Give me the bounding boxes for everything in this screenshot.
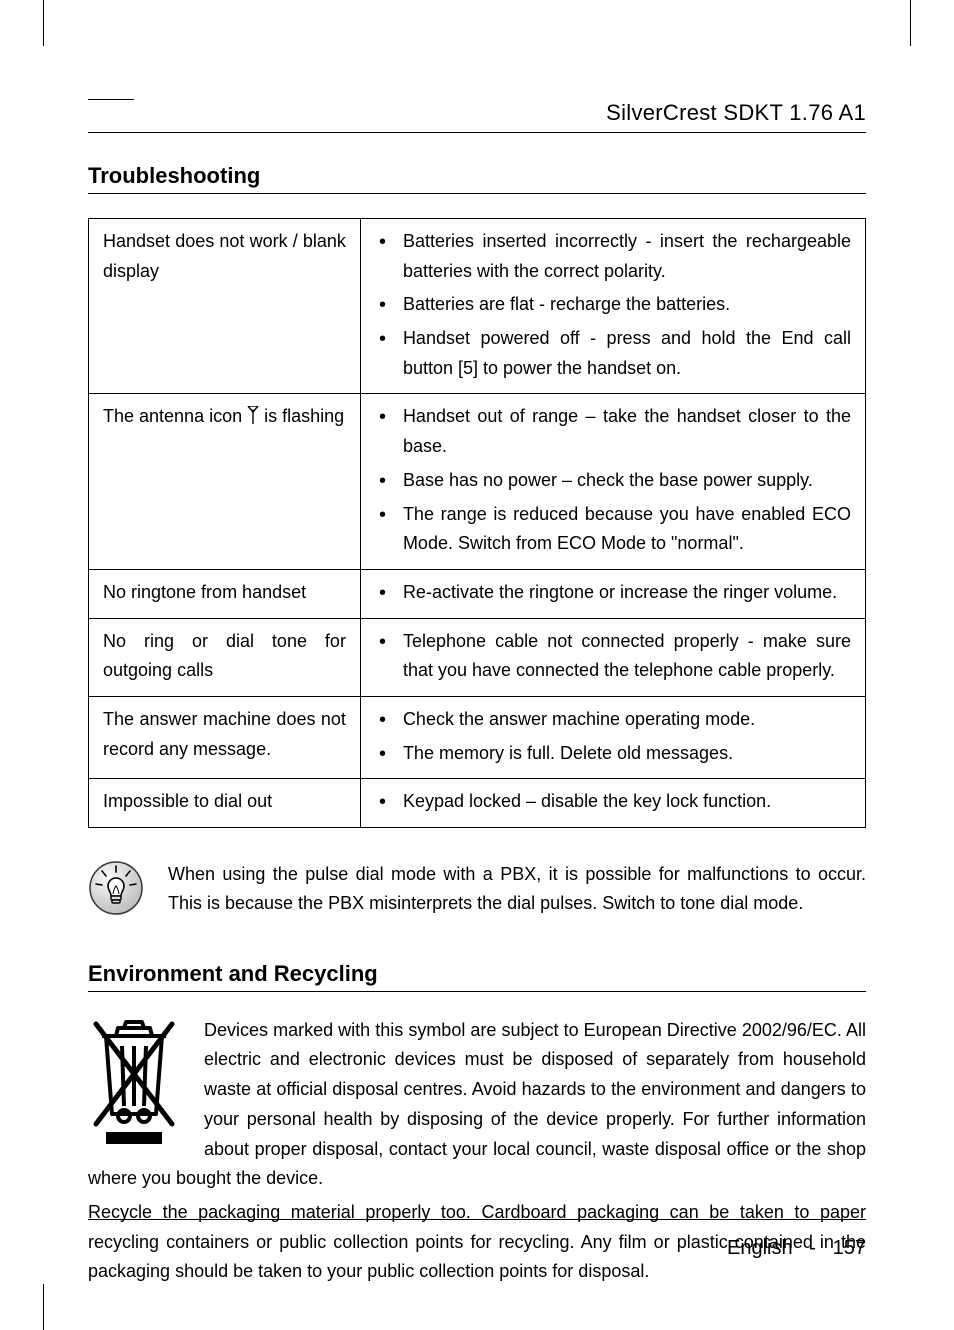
crop-mark (20, 1284, 44, 1330)
solution-item: Telephone cable not connected properly -… (375, 627, 851, 686)
solution-item: The range is reduced because you have en… (375, 500, 851, 559)
solution-list: Re-activate the ringtone or increase the… (375, 578, 851, 608)
table-row: No ringtone from handset Re-activate the … (89, 569, 866, 618)
solution-item: Base has no power – check the base power… (375, 466, 851, 496)
problem-cell: Impossible to dial out (89, 779, 361, 828)
solution-item: The memory is full. Delete old messages. (375, 739, 851, 769)
solution-cell: Re-activate the ringtone or increase the… (360, 569, 865, 618)
problem-cell: No ring or dial tone for outgoing calls (89, 618, 361, 696)
footer-rule (88, 1219, 866, 1220)
troubleshooting-table: Handset does not work / blank displayBat… (88, 218, 866, 828)
table-row: The antenna icon is flashingHandset out … (89, 394, 866, 569)
solution-item: Handset powered off - press and hold the… (375, 324, 851, 383)
solution-item: Keypad locked – disable the key lock fun… (375, 787, 851, 817)
solution-item: Check the answer machine operating mode. (375, 705, 851, 735)
solution-item: Handset out of range – take the handset … (375, 402, 851, 461)
note-block: When using the pulse dial mode with a PB… (88, 860, 866, 925)
table-row: Impossible to dial out Keypad locked – di… (89, 779, 866, 828)
problem-cell: The antenna icon is flashing (89, 394, 361, 569)
solution-cell: Keypad locked – disable the key lock fun… (360, 779, 865, 828)
solution-cell: Handset out of range – take the handset … (360, 394, 865, 569)
solution-cell: Batteries inserted incorrectly - insert … (360, 219, 865, 394)
weee-bin-icon (88, 1016, 180, 1156)
crop-mark (910, 0, 934, 46)
page-footer: English - 157 (727, 1237, 866, 1260)
note-text: When using the pulse dial mode with a PB… (168, 860, 866, 918)
problem-cell: The answer machine does not record any m… (89, 696, 361, 778)
solution-item: Batteries inserted incorrectly - insert … (375, 227, 851, 286)
antenna-icon (247, 406, 259, 426)
crop-mark (20, 0, 44, 46)
problem-text-post: is flashing (259, 406, 344, 426)
solution-list: Telephone cable not connected properly -… (375, 627, 851, 686)
solution-item: Batteries are flat - recharge the batter… (375, 290, 851, 320)
table-row: The answer machine does not record any m… (89, 696, 866, 778)
problem-cell: Handset does not work / blank display (89, 219, 361, 394)
crop-mark (88, 80, 134, 100)
lightbulb-icon (88, 860, 144, 925)
solution-cell: Check the answer machine operating mode.… (360, 696, 865, 778)
manual-page: SilverCrest SDKT 1.76 A1 Troubleshooting… (0, 0, 954, 1330)
footer-page-number: 157 (833, 1237, 866, 1259)
solution-list: Keypad locked – disable the key lock fun… (375, 787, 851, 817)
product-header: SilverCrest SDKT 1.76 A1 (88, 100, 866, 133)
problem-cell: No ringtone from handset (89, 569, 361, 618)
section-title-troubleshooting: Troubleshooting (88, 163, 866, 194)
solution-cell: Telephone cable not connected properly -… (360, 618, 865, 696)
solution-list: Check the answer machine operating mode.… (375, 705, 851, 768)
environment-text-1: Devices marked with this symbol are subj… (88, 1020, 866, 1188)
table-row: No ring or dial tone for outgoing callsT… (89, 618, 866, 696)
solution-list: Handset out of range – take the handset … (375, 402, 851, 558)
footer-separator: - (809, 1237, 816, 1259)
problem-text-pre: The antenna icon (103, 406, 247, 426)
solution-list: Batteries inserted incorrectly - insert … (375, 227, 851, 383)
section-title-environment: Environment and Recycling (88, 961, 866, 992)
solution-item: Re-activate the ringtone or increase the… (375, 578, 851, 608)
table-row: Handset does not work / blank displayBat… (89, 219, 866, 394)
footer-language: English (727, 1237, 793, 1259)
